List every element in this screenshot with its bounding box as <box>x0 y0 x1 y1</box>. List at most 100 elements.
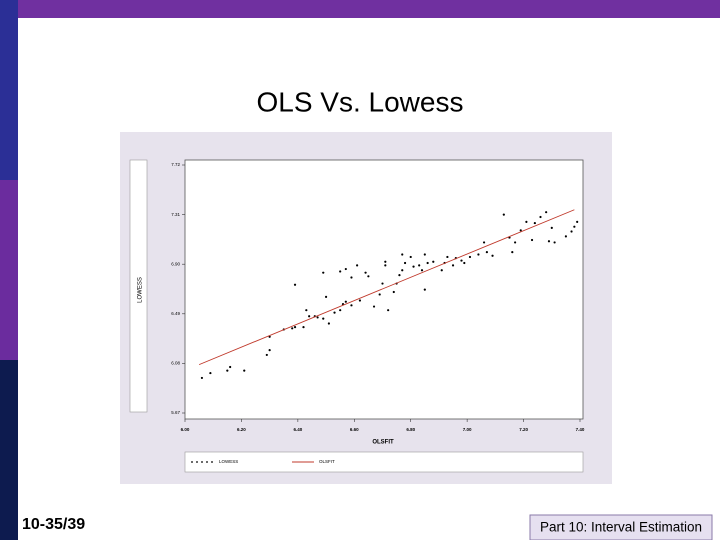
lowess-point <box>243 369 246 372</box>
lowess-point <box>468 255 472 259</box>
y-tick-label: 6.90 <box>171 261 180 266</box>
lowess-point <box>308 315 311 318</box>
lowess-point <box>426 261 429 265</box>
y-tick-label: 5.67 <box>171 410 180 415</box>
lowess-point <box>460 259 463 262</box>
side-strip-middle <box>0 180 18 360</box>
lowess-point <box>229 365 232 369</box>
legend-swatch <box>211 461 213 463</box>
y-tick-label: 6.49 <box>171 311 180 316</box>
lowess-point <box>344 300 347 303</box>
lowess-point <box>539 215 542 219</box>
y-tick-label: 6.08 <box>171 361 180 366</box>
lowess-point <box>333 311 336 314</box>
legend-label: OLSFIT <box>319 459 335 464</box>
lowess-point <box>356 264 359 267</box>
lowess-point <box>420 269 424 272</box>
lowess-point <box>364 271 367 274</box>
lowess-point <box>550 226 553 230</box>
lowess-point <box>293 283 297 286</box>
lowess-point <box>367 275 370 278</box>
y-axis-title: LOWESS <box>138 277 144 303</box>
legend-label: LOWESS <box>219 459 238 464</box>
lowess-point <box>463 261 466 265</box>
lowess-point <box>409 255 412 259</box>
lowess-point <box>446 255 449 259</box>
lowess-point <box>412 265 415 268</box>
lowess-point <box>418 264 421 267</box>
y-tick-label: 7.72 <box>171 162 180 167</box>
y-tick-label: 7.31 <box>171 212 180 217</box>
lowess-point <box>316 316 319 319</box>
legend-swatch <box>206 461 208 463</box>
lowess-point <box>268 335 271 338</box>
lowess-point <box>533 221 536 225</box>
legend-swatch <box>196 461 198 463</box>
lowess-point <box>525 220 528 223</box>
slide-title: OLS Vs. Lowess <box>257 86 464 117</box>
lowess-point <box>432 260 435 263</box>
x-tick-label: 7.40 <box>576 427 585 432</box>
side-strip-top <box>0 0 18 180</box>
lowess-point <box>339 309 342 312</box>
lowess-point <box>200 376 204 380</box>
lowess-point <box>226 369 229 372</box>
chart-marks: 5.67 6.08 6.49 6.90 7.31 7.72 6.00 6.20 6.40 6.60… <box>171 162 585 464</box>
ols-line <box>198 209 575 366</box>
lowess-point <box>350 276 353 279</box>
x-tick-label: 6.60 <box>350 427 359 432</box>
lowess-point <box>384 264 387 267</box>
lowess-point <box>570 230 573 233</box>
lowess-point <box>209 371 212 375</box>
lowess-point <box>423 253 426 256</box>
x-tick-label: 7.00 <box>463 427 472 432</box>
lowess-point <box>378 293 381 296</box>
lowess-point <box>482 241 486 244</box>
lowess-point <box>530 238 534 242</box>
lowess-point <box>440 269 443 272</box>
x-tick-label: 7.20 <box>519 427 528 432</box>
lowess-point <box>401 253 404 256</box>
lowess-point <box>344 267 347 271</box>
lowess-point <box>392 290 395 294</box>
lowess-point <box>384 260 387 263</box>
lowess-point <box>322 271 325 274</box>
lowess-point <box>477 253 480 256</box>
y-label-box <box>129 159 148 413</box>
plot-area <box>184 159 584 420</box>
lowess-point <box>547 240 551 243</box>
lowess-point <box>553 241 556 244</box>
lowess-point <box>401 269 404 272</box>
legend-swatch <box>201 461 203 463</box>
lowess-point <box>573 225 576 228</box>
x-tick-label: 6.80 <box>406 427 415 432</box>
lowess-point <box>511 251 514 254</box>
lowess-point <box>485 251 488 254</box>
lowess-point <box>293 326 297 329</box>
x-tick-label: 6.40 <box>293 427 302 432</box>
page-number: 10-35/39 <box>22 516 85 533</box>
lowess-point <box>502 213 505 216</box>
lowess-point <box>381 282 384 285</box>
footer-box <box>529 514 713 540</box>
lowess-point <box>514 241 517 244</box>
legend-swatch <box>191 461 193 463</box>
lowess-point <box>324 295 328 298</box>
lowess-point <box>545 211 548 214</box>
lowess-point <box>403 261 407 265</box>
lowess-point <box>265 353 268 357</box>
lowess-point <box>387 309 390 312</box>
lowess-point <box>398 273 401 277</box>
x-axis-title: OLSFIT <box>372 440 394 446</box>
lowess-point <box>491 254 494 257</box>
x-tick-label: 6.00 <box>181 427 190 432</box>
top-band <box>0 0 720 18</box>
lowess-point <box>305 309 308 312</box>
lowess-point <box>358 299 362 302</box>
lowess-point <box>339 270 342 273</box>
lowess-point <box>302 326 305 329</box>
lowess-point <box>423 288 426 291</box>
footer-text: Part 10: Interval Estimation <box>540 520 702 535</box>
lowess-point <box>564 235 567 238</box>
